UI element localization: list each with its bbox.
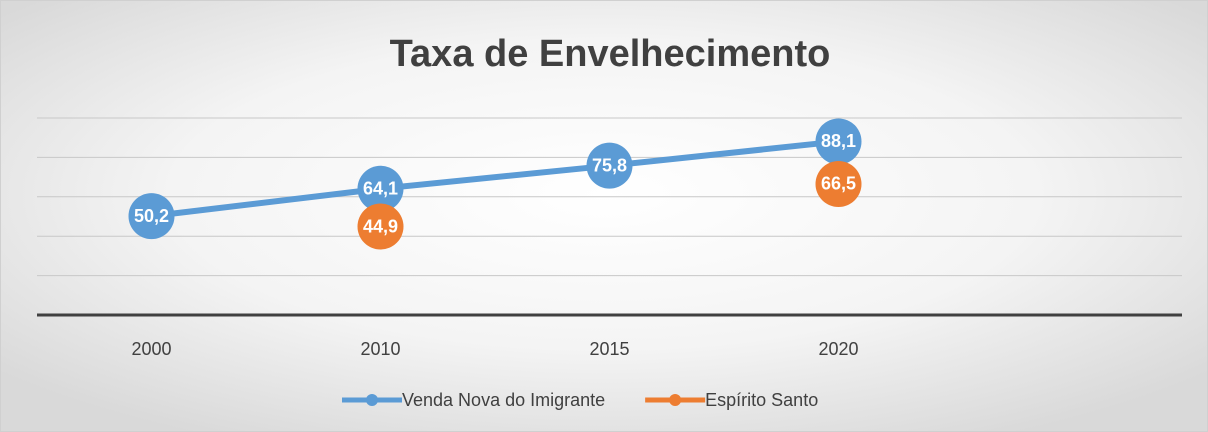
data-point [357,165,404,212]
legend-marker [366,394,378,406]
legend-label: Venda Nova do Imigrante [402,390,605,410]
data-label: 88,1 [821,131,856,151]
data-label: 66,5 [821,174,856,194]
data-point [815,118,862,165]
x-tick-label: 2015 [589,339,629,359]
data-label: 44,9 [363,216,398,236]
series-line [151,138,839,220]
legend-marker [669,394,682,406]
legend-label: Espírito Santo [705,390,818,410]
data-label: 64,1 [363,178,398,198]
chart-title: Taxa de Envelhecimento [390,33,831,75]
x-tick-label: 2010 [360,339,400,359]
data-point [815,160,862,207]
data-point [586,142,633,189]
data-point [357,203,404,250]
x-tick-label: 2000 [131,339,171,359]
x-tick-label: 2020 [818,339,858,359]
data-label: 50,2 [134,206,169,226]
data-label: 75,8 [592,155,627,175]
data-point [128,193,175,240]
